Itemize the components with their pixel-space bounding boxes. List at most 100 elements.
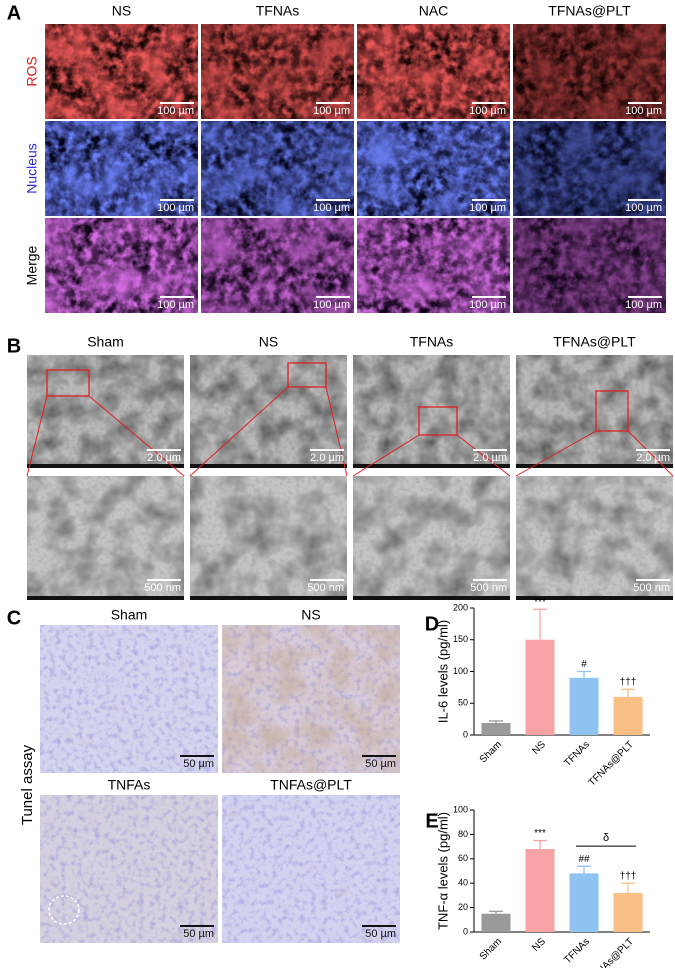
error-bar xyxy=(621,688,635,697)
scale-label: 50 µm xyxy=(183,928,214,940)
column-header: NS xyxy=(259,334,278,350)
scale-label: 100 µm xyxy=(313,299,350,311)
scale-label: 2.0 µm xyxy=(147,452,181,464)
x-tick-label: NS xyxy=(530,739,548,757)
scale-label: 100 µm xyxy=(469,202,506,214)
column-header: TFNAs@PLT xyxy=(548,3,631,19)
y-axis-label: IL-6 levels (pg/ml) xyxy=(435,620,450,723)
zoom-line xyxy=(627,430,674,477)
error-bar xyxy=(533,608,547,640)
micrograph xyxy=(357,121,510,216)
panel-label: B xyxy=(7,335,21,357)
scale-label: 100 µm xyxy=(157,202,194,214)
error-bar xyxy=(489,910,503,914)
y-tick-label: 40 xyxy=(458,878,468,888)
zoom-box xyxy=(287,362,327,388)
x-tick-label: Sham xyxy=(478,936,504,962)
bar xyxy=(481,722,511,735)
scale-label: 2.0 µm xyxy=(636,452,670,464)
zoom-line xyxy=(26,395,48,477)
row-label: ROS xyxy=(24,56,40,86)
y-tick-label: 0 xyxy=(463,926,468,936)
zoom-box xyxy=(595,390,629,432)
x-tick-label: TFNAs@PLT xyxy=(587,936,636,968)
zoom-box xyxy=(418,406,458,436)
bar xyxy=(525,849,555,932)
scale-label: 100 µm xyxy=(625,105,662,117)
image-title: TNFAs xyxy=(108,777,151,793)
footer-strip xyxy=(27,464,184,468)
error-bar xyxy=(577,865,591,874)
scale-label: 500 nm xyxy=(633,582,670,594)
scale-label: 50 µm xyxy=(183,758,214,770)
micrograph xyxy=(222,625,400,773)
bracket-label: δ xyxy=(603,832,609,844)
scale-label: 100 µm xyxy=(625,299,662,311)
footer-strip xyxy=(516,596,673,600)
significance: ## xyxy=(578,854,590,865)
error-bar xyxy=(577,670,591,678)
panel-label: A xyxy=(7,2,21,24)
micrograph xyxy=(40,625,218,773)
zoom-line xyxy=(456,434,511,477)
footer-strip xyxy=(27,596,184,600)
column-header: NS xyxy=(112,3,131,19)
zoom-line xyxy=(189,386,289,477)
column-header: TFNAs xyxy=(256,3,300,19)
zoom-line xyxy=(352,434,420,477)
y-tick-label: 80 xyxy=(458,829,468,839)
column-header: NAC xyxy=(419,3,449,19)
footer-strip xyxy=(190,596,347,600)
bar xyxy=(481,913,511,932)
y-tick-label: 60 xyxy=(458,853,468,863)
y-tick-label: 100 xyxy=(453,804,468,814)
scale-label: 100 µm xyxy=(625,202,662,214)
bar xyxy=(569,873,599,932)
y-tick-label: 50 xyxy=(458,698,468,708)
bar xyxy=(525,639,555,735)
scale-label: 500 nm xyxy=(307,582,344,594)
micrograph xyxy=(201,121,354,216)
bar xyxy=(613,892,643,932)
image-title: NS xyxy=(301,607,320,623)
scale-label: 100 µm xyxy=(313,105,350,117)
y-tick-label: 150 xyxy=(453,634,468,644)
footer-strip xyxy=(516,464,673,468)
image-title: Sham xyxy=(111,607,148,623)
y-tick-label: 200 xyxy=(453,602,468,612)
bar xyxy=(613,696,643,735)
scale-label: 500 nm xyxy=(144,582,181,594)
x-tick-label: NS xyxy=(530,936,548,954)
panel-label: D xyxy=(425,613,439,635)
scale-label: 2.0 µm xyxy=(310,452,344,464)
panel-label: E xyxy=(425,810,438,832)
significance: *** xyxy=(534,597,546,608)
error-bar xyxy=(621,882,635,893)
row-label: Merge xyxy=(24,245,40,285)
scale-label: 100 µm xyxy=(157,299,194,311)
bar xyxy=(569,677,599,735)
zoom-line xyxy=(325,386,348,477)
micrograph xyxy=(222,795,400,943)
zoom-line xyxy=(88,395,185,477)
scale-label: 500 nm xyxy=(470,582,507,594)
micrograph xyxy=(513,121,666,216)
micrograph xyxy=(45,24,198,119)
column-header: Sham xyxy=(87,334,124,350)
highlight-circle xyxy=(48,895,80,925)
micrograph xyxy=(40,795,218,943)
scale-label: 50 µm xyxy=(365,928,396,940)
significance: ††† xyxy=(620,677,637,688)
y-tick-label: 100 xyxy=(453,666,468,676)
y-tick-label: 0 xyxy=(463,729,468,739)
scale-label: 100 µm xyxy=(313,202,350,214)
scale-label: 2.0 µm xyxy=(473,452,507,464)
scale-label: 100 µm xyxy=(469,299,506,311)
row-label: Nucleus xyxy=(24,143,40,194)
micrograph xyxy=(201,218,354,313)
error-bar xyxy=(533,839,547,850)
column-header: TFNAs@PLT xyxy=(553,334,636,350)
x-tick-label: Sham xyxy=(478,739,504,765)
